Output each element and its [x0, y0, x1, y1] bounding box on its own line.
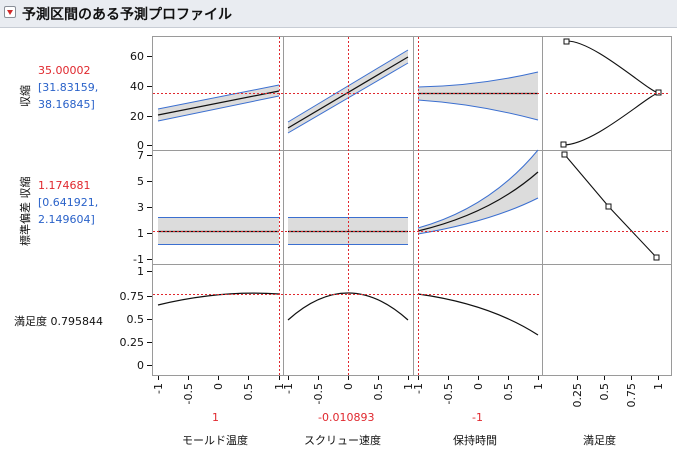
y-tick-label: 0	[137, 359, 144, 372]
y-tick-label: 0.25	[120, 336, 145, 349]
factor-1-current-value[interactable]: 1	[212, 411, 219, 424]
row-1-interval-low: [31.83159,	[38, 81, 99, 94]
row-3-desirability-label: 満足度 0.795844	[14, 315, 103, 328]
y-tick-label: 7	[137, 149, 144, 162]
x-tick-label: -1	[412, 383, 425, 394]
y-tick-label: 1	[137, 265, 144, 278]
cell-desirability-mold-temp	[157, 292, 280, 306]
factor-2-current-value[interactable]: -0.010893	[318, 411, 375, 424]
x-tick-label: 1	[273, 383, 286, 390]
desirability-tick-label: 0.75	[625, 383, 638, 408]
desirability-handle[interactable]	[563, 38, 570, 45]
x-tick-label: -1	[152, 383, 165, 394]
plot-grid-lines	[152, 36, 672, 376]
y-tick-label: 40	[130, 80, 144, 93]
x-tick-label: 0	[212, 383, 225, 390]
x-tick-label: 0.5	[372, 383, 385, 401]
y-tick-label: 1	[137, 227, 144, 240]
row-1-interval-high: 38.16845]	[38, 98, 95, 111]
cell-shrinkage-hold-time	[417, 71, 539, 121]
desirability-handle[interactable]	[605, 203, 612, 210]
cell-desirability-function-shrinkage	[546, 38, 670, 148]
desirability-handle[interactable]	[653, 254, 660, 261]
x-tick-label: 0	[472, 383, 485, 390]
desirability-handle[interactable]	[655, 89, 662, 96]
x-axis-ticks	[158, 376, 659, 380]
x-tick-label: -1	[282, 383, 295, 394]
profiler-header: 予測区間のある予測プロファイル	[0, 0, 677, 28]
factor-1-name: モールド温度	[182, 434, 248, 447]
desirability-tick-label: 0.25	[571, 383, 584, 408]
row-2-interval-low: [0.641921,	[38, 196, 99, 209]
factor-3-current-value[interactable]: -1	[472, 411, 483, 424]
y-axis-ticks	[147, 56, 152, 366]
row-2-value: 1.174681	[38, 179, 91, 192]
cell-desirability-function-sd	[546, 151, 670, 261]
y-tick-label: 5	[137, 175, 144, 188]
row-1-value: 35.00002	[38, 64, 91, 77]
desirability-handle[interactable]	[560, 141, 567, 148]
x-tick-label: 0	[342, 383, 355, 390]
x-tick-label: -0.5	[312, 383, 325, 404]
x-tick-label: 1	[402, 383, 415, 390]
x-tick-labels: -1 -0.5 0 0.5 1 -1 -0.5 0 0.5 1 -1 -0.5 …	[152, 383, 665, 408]
y-tick-label: 20	[130, 110, 144, 123]
cell-desirability-hold-time	[417, 293, 539, 336]
desirability-tick-label: 1	[652, 383, 665, 390]
x-tick-label: -0.5	[442, 383, 455, 404]
factor-2-name: スクリュー速度	[304, 434, 381, 447]
x-tick-label: -0.5	[182, 383, 195, 404]
x-tick-label: 0.5	[502, 383, 515, 401]
factor-3-name: 保持時間	[453, 434, 497, 447]
desirability-axis-name: 満足度	[583, 434, 616, 447]
y-tick-label: 3	[137, 201, 144, 214]
cell-shrinkage-mold-temp	[157, 84, 280, 122]
current-value-lines[interactable]	[153, 37, 541, 375]
y-tick-labels: 60 40 20 0 7 5 3 1 -1 1 0.75 0.5 0.25 0	[120, 50, 145, 372]
desirability-handle[interactable]	[561, 151, 568, 158]
x-tick-label: 1	[532, 383, 545, 390]
x-tick-label: 0.5	[242, 383, 255, 401]
y-tick-label: 60	[130, 50, 144, 63]
row-2-interval-high: 2.149604]	[38, 213, 95, 226]
profiler-title: 予測区間のある予測プロファイル	[22, 7, 232, 23]
y-tick-label: 0.5	[127, 313, 145, 326]
cell-sd-hold-time	[417, 149, 539, 235]
y-tick-label: 0.75	[120, 290, 145, 303]
desirability-tick-label: 0.5	[598, 383, 611, 401]
y-tick-label: -1	[133, 253, 144, 266]
y-tick-label: 0	[137, 139, 144, 152]
disclosure-toggle-icon[interactable]	[4, 6, 16, 18]
